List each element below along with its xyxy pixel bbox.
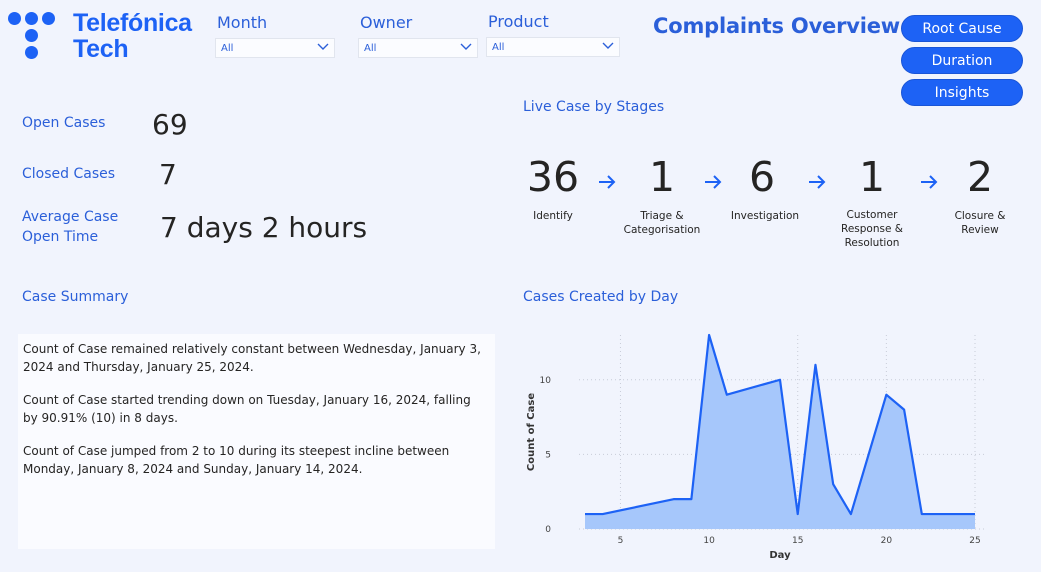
stage-identify-label: Identify	[503, 209, 603, 223]
stage-triage-value: 1	[648, 153, 676, 201]
stage-label-line: Categorisation	[623, 224, 701, 236]
stage-customer-response-value: 1	[858, 153, 886, 201]
month-filter-dropdown[interactable]: All	[215, 38, 335, 58]
brand-line-2: Tech	[73, 35, 129, 63]
arrow-right-icon	[599, 175, 616, 189]
arrow-right-icon	[921, 175, 938, 189]
closed-cases-label-line: Closed Cases	[22, 166, 116, 182]
root-cause-button[interactable]: Root Cause	[901, 15, 1023, 42]
owner-filter-label: Owner	[360, 13, 413, 32]
chevron-down-icon	[317, 43, 329, 50]
brand-line-1: Telefónica	[73, 9, 192, 37]
stage-label-line: Investigation	[730, 210, 800, 222]
average-open-time-label-line-2: Open Time	[22, 229, 99, 245]
x-tick-label: 5	[618, 536, 624, 546]
x-axis-title: Day	[769, 550, 791, 561]
telefonica-logo-icon	[8, 12, 60, 62]
owner-filter-value: All	[364, 43, 377, 54]
stage-closure-value: 2	[966, 153, 994, 201]
stage-label-line: Review	[961, 224, 999, 236]
case-summary-title: Case Summary	[22, 289, 129, 305]
area-fill	[585, 335, 975, 529]
stage-investigation-value: 6	[748, 153, 776, 201]
x-tick-label: 10	[703, 536, 715, 546]
average-open-time-value: 7 days 2 hours	[160, 211, 368, 244]
chevron-down-icon	[460, 43, 472, 50]
month-filter-value: All	[221, 43, 234, 54]
stage-label-line: Triage &	[640, 210, 684, 222]
arrow-right-icon	[705, 175, 722, 189]
owner-filter-dropdown[interactable]: All	[358, 38, 478, 58]
cases-by-day-title: Cases Created by Day	[523, 289, 679, 305]
x-tick-label: 20	[881, 536, 893, 546]
stage-identify-value: 36	[526, 153, 580, 201]
stage-investigation-label: Investigation	[715, 209, 815, 223]
y-tick-label: 0	[545, 525, 551, 535]
average-open-time-label-line-1: Average Case	[22, 209, 119, 225]
stage-label-line: Closure &	[954, 210, 1006, 222]
stage-label-line: Identify	[533, 210, 573, 222]
open-cases-label: Open Cases	[22, 113, 105, 133]
y-axis-title: Count of Case	[526, 393, 537, 471]
average-open-time-label: Average Case Open Time	[22, 207, 118, 247]
open-cases-value: 69	[152, 108, 188, 141]
summary-paragraph: Count of Case jumped from 2 to 10 during…	[23, 444, 450, 476]
stage-label-line: Customer	[846, 209, 898, 221]
y-tick-label: 10	[540, 376, 552, 386]
x-tick-label: 15	[792, 536, 803, 546]
stage-customer-response-label: Customer Response & Resolution	[822, 208, 922, 250]
stage-closure-label: Closure & Review	[930, 209, 1030, 237]
closed-cases-label: Closed Cases	[22, 164, 115, 184]
page-title: Complaints Overview	[653, 14, 900, 38]
product-filter-dropdown[interactable]: All	[486, 37, 620, 57]
open-cases-label-line: Open Cases	[22, 115, 106, 131]
summary-paragraph: Count of Case started trending down on T…	[23, 393, 471, 425]
duration-button[interactable]: Duration	[901, 47, 1023, 74]
summary-paragraph: Count of Case remained relatively consta…	[23, 342, 481, 374]
stages-title: Live Case by Stages	[523, 99, 665, 115]
x-tick-label: 25	[969, 536, 980, 546]
chevron-down-icon	[602, 42, 614, 49]
product-filter-label: Product	[488, 12, 549, 31]
arrow-right-icon	[809, 175, 826, 189]
insights-button[interactable]: Insights	[901, 79, 1023, 106]
cases-by-day-chart: 5 10 15 20 25 0 5 10 Day Count of Case	[526, 333, 985, 561]
brand-name: Telefónica Tech	[73, 10, 192, 62]
y-tick-label: 5	[545, 450, 551, 460]
month-filter-label: Month	[217, 13, 268, 32]
closed-cases-value: 7	[159, 158, 177, 191]
stage-label-line: Resolution	[844, 237, 900, 249]
case-summary-panel: Count of Case remained relatively consta…	[18, 334, 495, 549]
stage-triage-label: Triage & Categorisation	[612, 209, 712, 237]
product-filter-value: All	[492, 42, 505, 53]
stage-label-line: Response &	[841, 223, 903, 235]
